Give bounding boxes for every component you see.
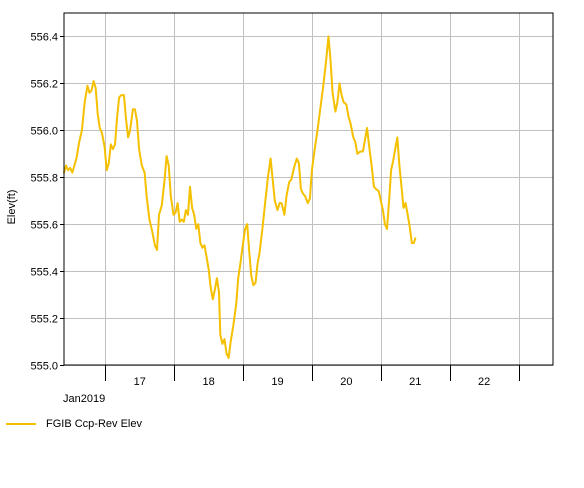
plot-area bbox=[64, 13, 553, 365]
legend: FGIB Ccp-Rev Elev bbox=[6, 416, 142, 432]
grid bbox=[64, 13, 553, 366]
x-tick-label: 17 bbox=[134, 376, 146, 388]
y-tick-label: 556.2 bbox=[30, 79, 58, 91]
y-tick-label: 555.2 bbox=[30, 314, 58, 326]
y-tick-label: 555.0 bbox=[30, 361, 58, 373]
series-layer bbox=[63, 35, 417, 359]
series-line bbox=[63, 35, 417, 359]
legend-swatch bbox=[6, 423, 36, 425]
x-tick-label: 20 bbox=[340, 376, 352, 388]
x-tick-label: 18 bbox=[203, 376, 215, 388]
x-tick-label: 22 bbox=[478, 376, 490, 388]
y-tick-label: 555.4 bbox=[30, 267, 58, 279]
x-axis: 17 18 19 20 21 22 bbox=[105, 365, 520, 388]
y-axis: 555.0 555.2 555.4 555.6 555.8 556.0 556.2 556.4 bbox=[30, 32, 64, 373]
x-tick-label: 21 bbox=[409, 376, 421, 388]
y-tick-label: 555.8 bbox=[30, 173, 58, 185]
plot-frame bbox=[63, 12, 554, 366]
y-tick-label: 556.0 bbox=[30, 126, 58, 138]
x-month-label: Jan2019 bbox=[63, 393, 105, 405]
y-tick-label: 556.4 bbox=[30, 32, 58, 44]
x-tick-label: 19 bbox=[271, 376, 283, 388]
y-tick-label: 555.6 bbox=[30, 220, 58, 232]
legend-label: FGIB Ccp-Rev Elev bbox=[46, 418, 142, 430]
y-axis-title: Elev(ft) bbox=[6, 190, 18, 225]
